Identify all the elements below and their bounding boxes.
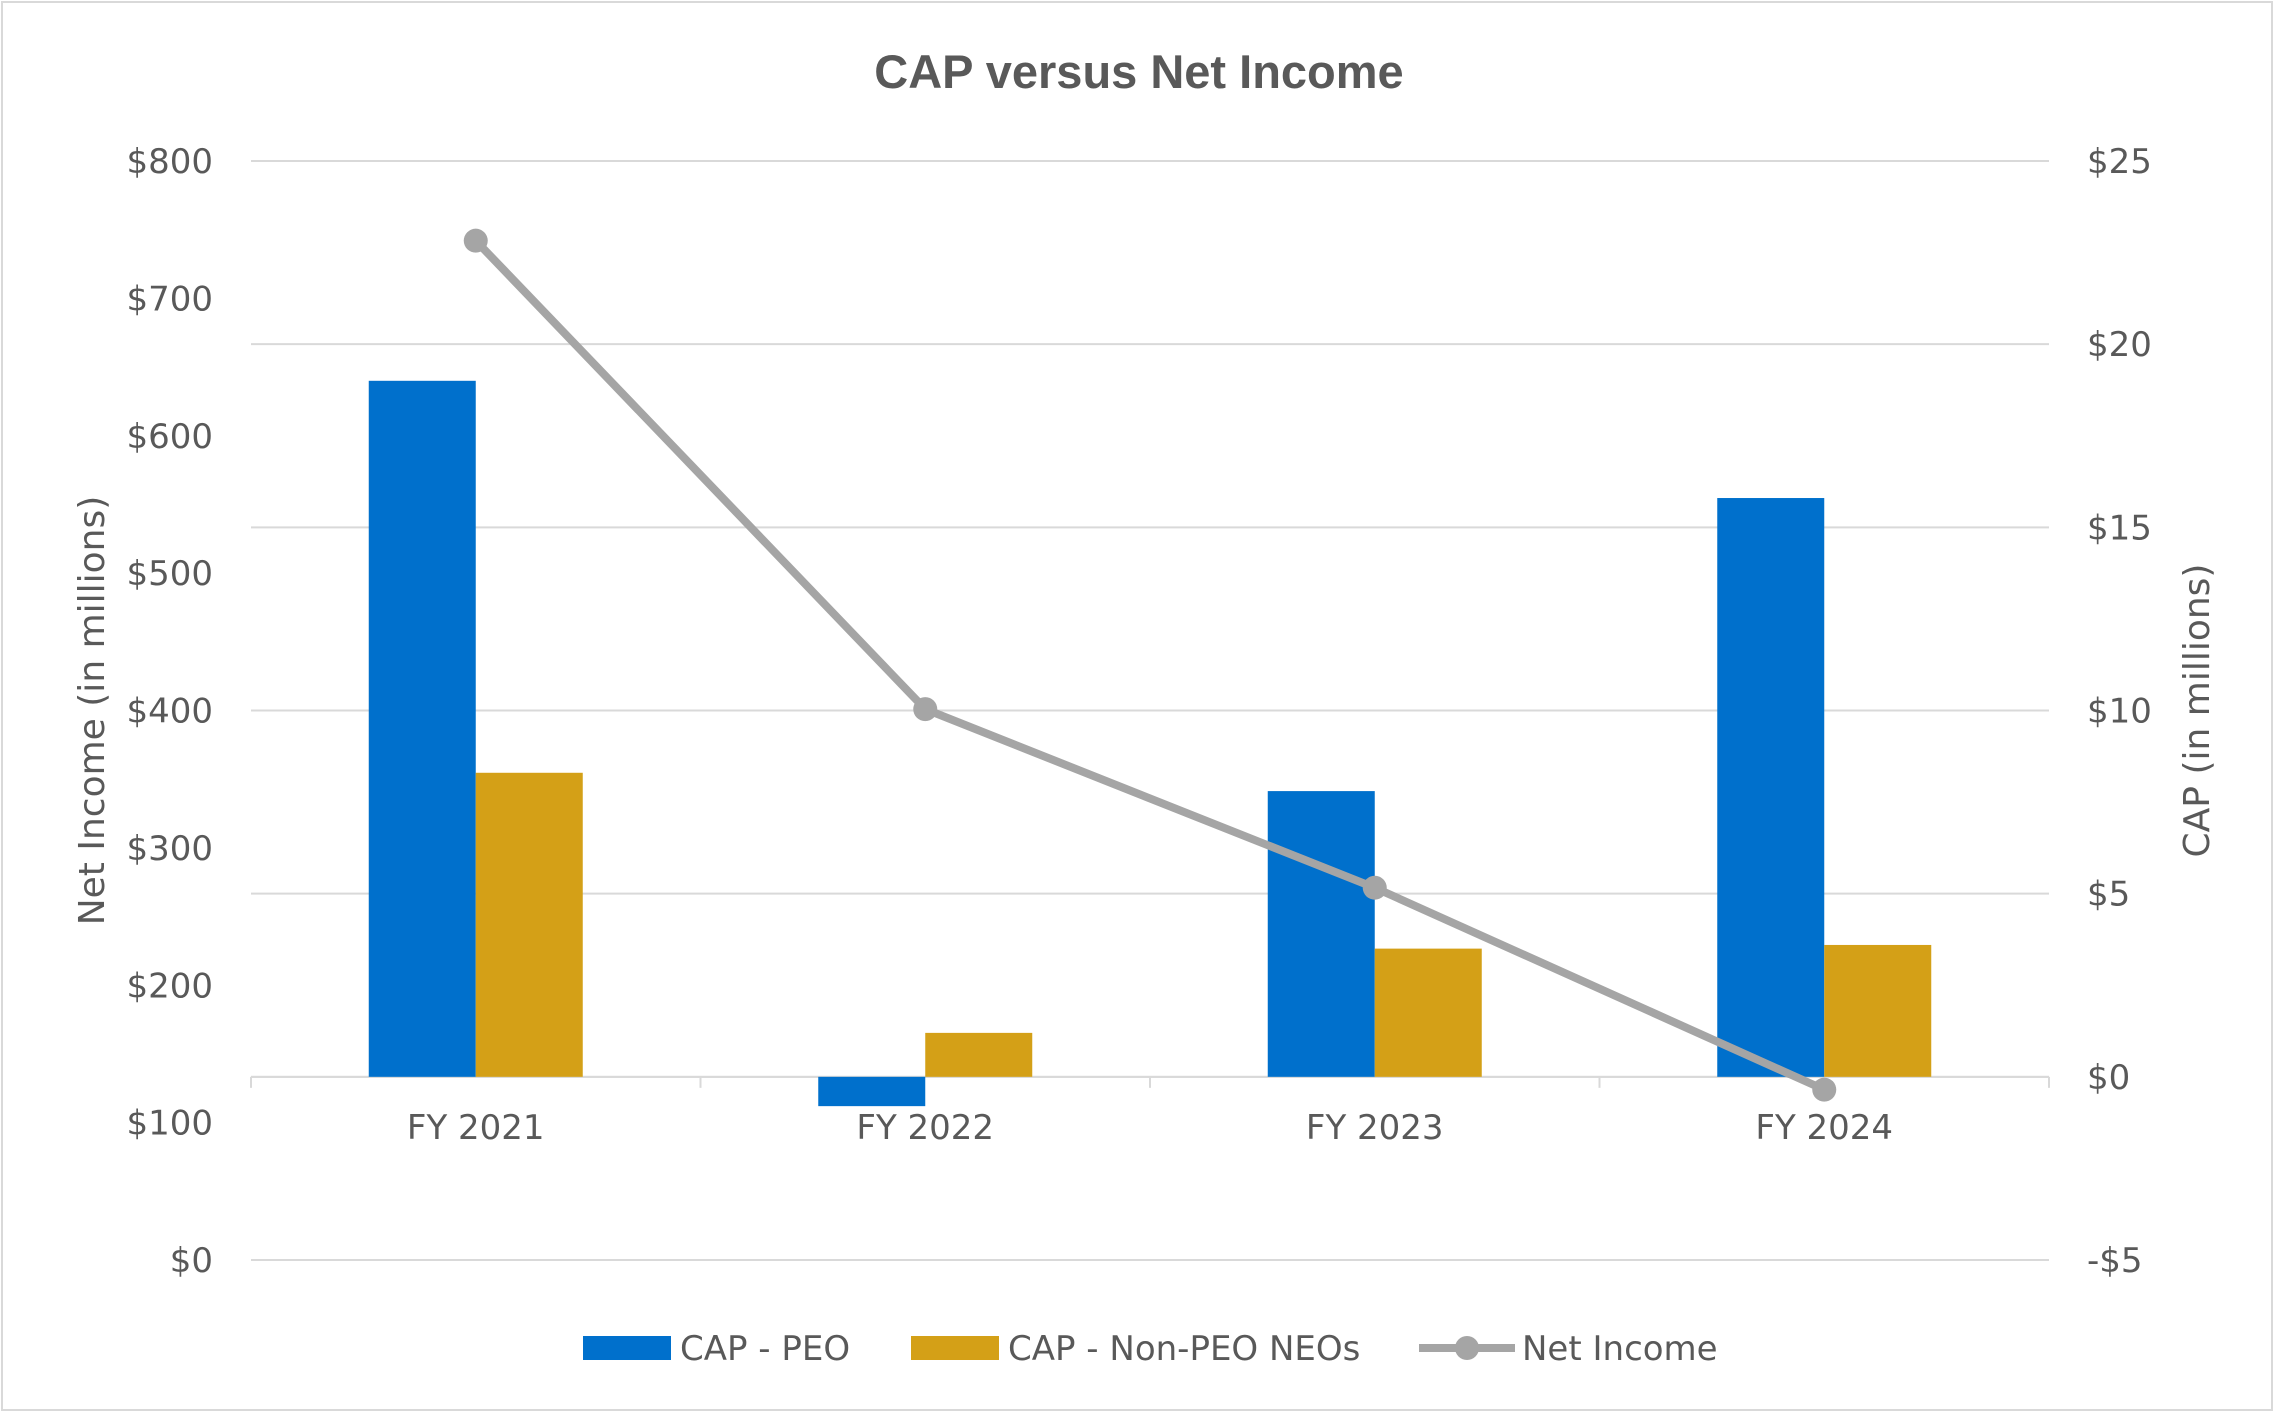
left-tick-label: $500	[126, 554, 213, 594]
category-label: FY 2021	[407, 1108, 545, 1148]
legend-swatch	[911, 1336, 999, 1360]
bar-cap-non-peo-neos	[475, 772, 583, 1077]
category-label: FY 2022	[856, 1108, 994, 1148]
left-tick-label: $300	[126, 829, 213, 869]
left-tick-label: $700	[126, 279, 213, 319]
right-axis-title: CAP (in millions)	[2177, 564, 2218, 858]
right-tick-label: $15	[2087, 508, 2152, 548]
right-tick-label: $10	[2087, 692, 2152, 732]
left-axis-title: Net Income (in millions)	[72, 496, 113, 926]
net-income-line	[472, 237, 1826, 1094]
net-income-point	[913, 697, 938, 722]
right-tick-label: $0	[2087, 1058, 2130, 1098]
legend-item: Net Income	[1419, 1329, 1718, 1369]
legend-item: CAP - Non-PEO NEOs	[911, 1329, 1360, 1369]
bar-cap-non-peo-neos	[1374, 948, 1482, 1077]
net-income-point	[463, 228, 488, 253]
left-tick-label: $100	[126, 1104, 213, 1144]
line-layer	[463, 228, 1837, 1102]
bar-cap-peo	[1267, 791, 1375, 1077]
category-label: FY 2024	[1755, 1108, 1893, 1148]
legend-item: CAP - PEO	[583, 1329, 850, 1369]
legend-label: CAP - Non-PEO NEOs	[1008, 1329, 1360, 1369]
left-tick-label: $600	[126, 417, 213, 457]
legend: CAP - PEO CAP - Non-PEO NEOs Net Income	[583, 1329, 1718, 1369]
legend-label: Net Income	[1522, 1329, 1718, 1369]
bar-cap-non-peo-neos	[1824, 944, 1932, 1077]
left-tick-label: $400	[126, 692, 213, 732]
bar-cap-peo	[368, 380, 476, 1077]
legend-label: CAP - PEO	[680, 1329, 850, 1369]
left-tick-label: $200	[126, 966, 213, 1006]
legend-swatch	[583, 1336, 671, 1360]
legend-marker	[1455, 1336, 1479, 1360]
bar-layer	[368, 380, 1932, 1107]
right-tick-label: $5	[2087, 875, 2130, 915]
left-tick-label: $0	[170, 1241, 213, 1281]
right-tick-label: -$5	[2087, 1241, 2143, 1281]
right-tick-label: $20	[2087, 325, 2152, 365]
category-label: FY 2023	[1306, 1108, 1444, 1148]
axis-layer	[250, 1075, 2050, 1088]
net-income-point	[1812, 1077, 1837, 1102]
bar-cap-non-peo-neos	[925, 1032, 1033, 1077]
bar-cap-peo	[1717, 498, 1825, 1077]
bar-cap-peo	[818, 1076, 926, 1107]
left-tick-label: $800	[126, 142, 213, 182]
chart-svg: CAP versus Net Income $0 $100 $200 $300 $400…	[72, 45, 2218, 1369]
chart-title: CAP versus Net Income	[874, 45, 1403, 98]
label-layer: $0 $100 $200 $300 $400 $500 $600 $700 $800 -$5 $0 $…	[72, 142, 2218, 1281]
net-income-point	[1362, 875, 1387, 900]
right-tick-label: $25	[2087, 142, 2152, 182]
